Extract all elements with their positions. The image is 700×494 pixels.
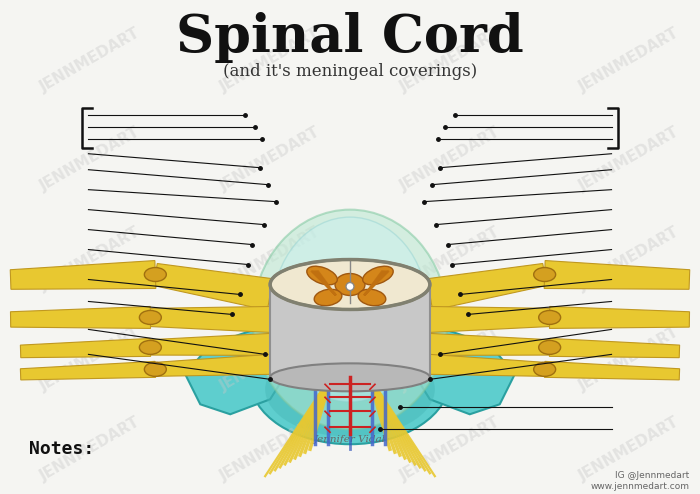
Text: JENNMEDART: JENNMEDART xyxy=(397,325,503,394)
Ellipse shape xyxy=(139,310,161,325)
Ellipse shape xyxy=(270,364,430,391)
Ellipse shape xyxy=(539,340,561,354)
Ellipse shape xyxy=(144,363,167,376)
Text: JENNMEDART: JENNMEDART xyxy=(218,325,323,394)
Ellipse shape xyxy=(539,310,561,325)
Text: JENNMEDART: JENNMEDART xyxy=(577,414,682,484)
Ellipse shape xyxy=(144,268,167,282)
Text: JENNMEDART: JENNMEDART xyxy=(38,125,143,195)
Text: JENNMEDART: JENNMEDART xyxy=(397,125,503,195)
Text: Notes:: Notes: xyxy=(29,440,94,458)
Ellipse shape xyxy=(533,268,556,282)
Ellipse shape xyxy=(270,259,430,309)
Text: JENNMEDART: JENNMEDART xyxy=(397,25,503,95)
Ellipse shape xyxy=(250,315,450,444)
Polygon shape xyxy=(429,354,545,376)
Text: IG @Jennmedart: IG @Jennmedart xyxy=(615,471,690,480)
Polygon shape xyxy=(550,338,680,358)
Polygon shape xyxy=(427,263,547,310)
Ellipse shape xyxy=(314,289,342,306)
Text: JENNMEDART: JENNMEDART xyxy=(38,414,143,484)
Text: Spinal Cord: Spinal Cord xyxy=(176,12,524,63)
Text: (and it's meningeal coverings): (and it's meningeal coverings) xyxy=(223,63,477,81)
Text: JENNMEDART: JENNMEDART xyxy=(38,225,143,294)
Text: www.jennmedart.com: www.jennmedart.com xyxy=(590,482,690,491)
Ellipse shape xyxy=(358,289,386,306)
Ellipse shape xyxy=(272,217,428,402)
Ellipse shape xyxy=(363,266,393,285)
Polygon shape xyxy=(10,260,156,289)
Text: JENNMEDART: JENNMEDART xyxy=(218,125,323,195)
Text: JENNMEDART: JENNMEDART xyxy=(577,25,682,95)
Text: JENNMEDART: JENNMEDART xyxy=(397,225,503,294)
Ellipse shape xyxy=(307,266,337,285)
Text: JENNMEDART: JENNMEDART xyxy=(218,225,323,294)
Text: JENNMEDART: JENNMEDART xyxy=(218,25,323,95)
Ellipse shape xyxy=(265,342,435,437)
Text: JENNMEDART: JENNMEDART xyxy=(577,225,682,294)
Polygon shape xyxy=(275,280,425,349)
Polygon shape xyxy=(405,320,514,414)
Ellipse shape xyxy=(533,363,556,376)
Text: JENNMEDART: JENNMEDART xyxy=(397,414,503,484)
Polygon shape xyxy=(20,338,150,358)
Polygon shape xyxy=(153,263,273,310)
Text: JENNMEDART: JENNMEDART xyxy=(38,25,143,95)
Ellipse shape xyxy=(335,274,365,295)
Text: JENNMEDART: JENNMEDART xyxy=(577,325,682,394)
Polygon shape xyxy=(150,306,270,332)
Polygon shape xyxy=(155,354,271,376)
Polygon shape xyxy=(270,285,430,377)
Text: JENNMEDART: JENNMEDART xyxy=(577,125,682,195)
Polygon shape xyxy=(545,362,680,380)
Polygon shape xyxy=(430,333,550,355)
Text: Jennifer Vidal: Jennifer Vidal xyxy=(314,435,386,444)
Text: JENNMEDART: JENNMEDART xyxy=(38,325,143,394)
Circle shape xyxy=(346,283,354,290)
Polygon shape xyxy=(150,333,270,355)
Ellipse shape xyxy=(139,340,161,354)
Polygon shape xyxy=(10,306,150,329)
Polygon shape xyxy=(186,320,295,414)
Ellipse shape xyxy=(253,209,447,429)
Polygon shape xyxy=(20,362,155,380)
Polygon shape xyxy=(550,306,690,329)
Polygon shape xyxy=(544,260,690,289)
Polygon shape xyxy=(430,306,550,332)
Text: JENNMEDART: JENNMEDART xyxy=(218,414,323,484)
